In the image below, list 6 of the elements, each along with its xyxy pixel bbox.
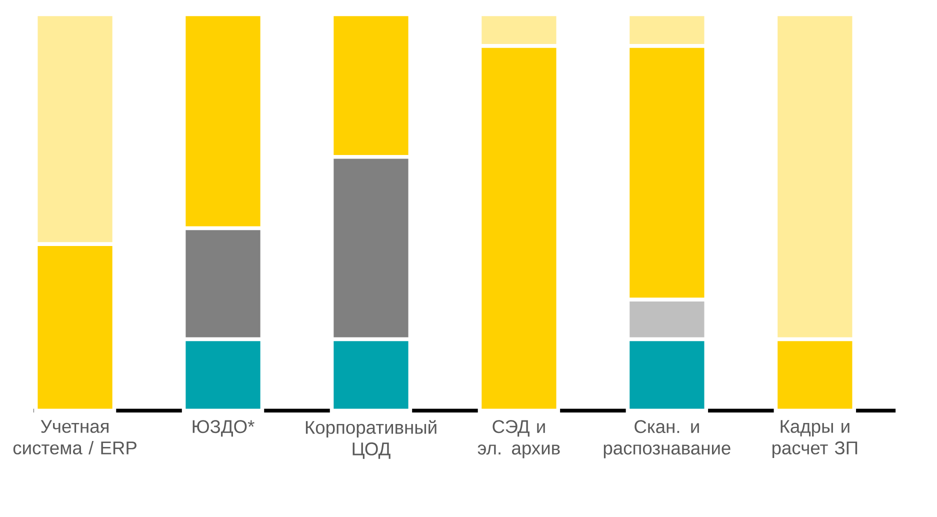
x-tick-label: СЭД и эл. архив (478, 420, 560, 458)
x-tick-label: Учетная система / ERP (13, 420, 136, 454)
x-tick-label: Скан. и распознавание (604, 420, 730, 458)
x-tick-label: Корпоративный ЦОД (306, 420, 436, 459)
x-tick-label: Кадры и расчет ЗП (772, 420, 858, 458)
x-tick-label: ЮЗДО* (192, 420, 254, 437)
